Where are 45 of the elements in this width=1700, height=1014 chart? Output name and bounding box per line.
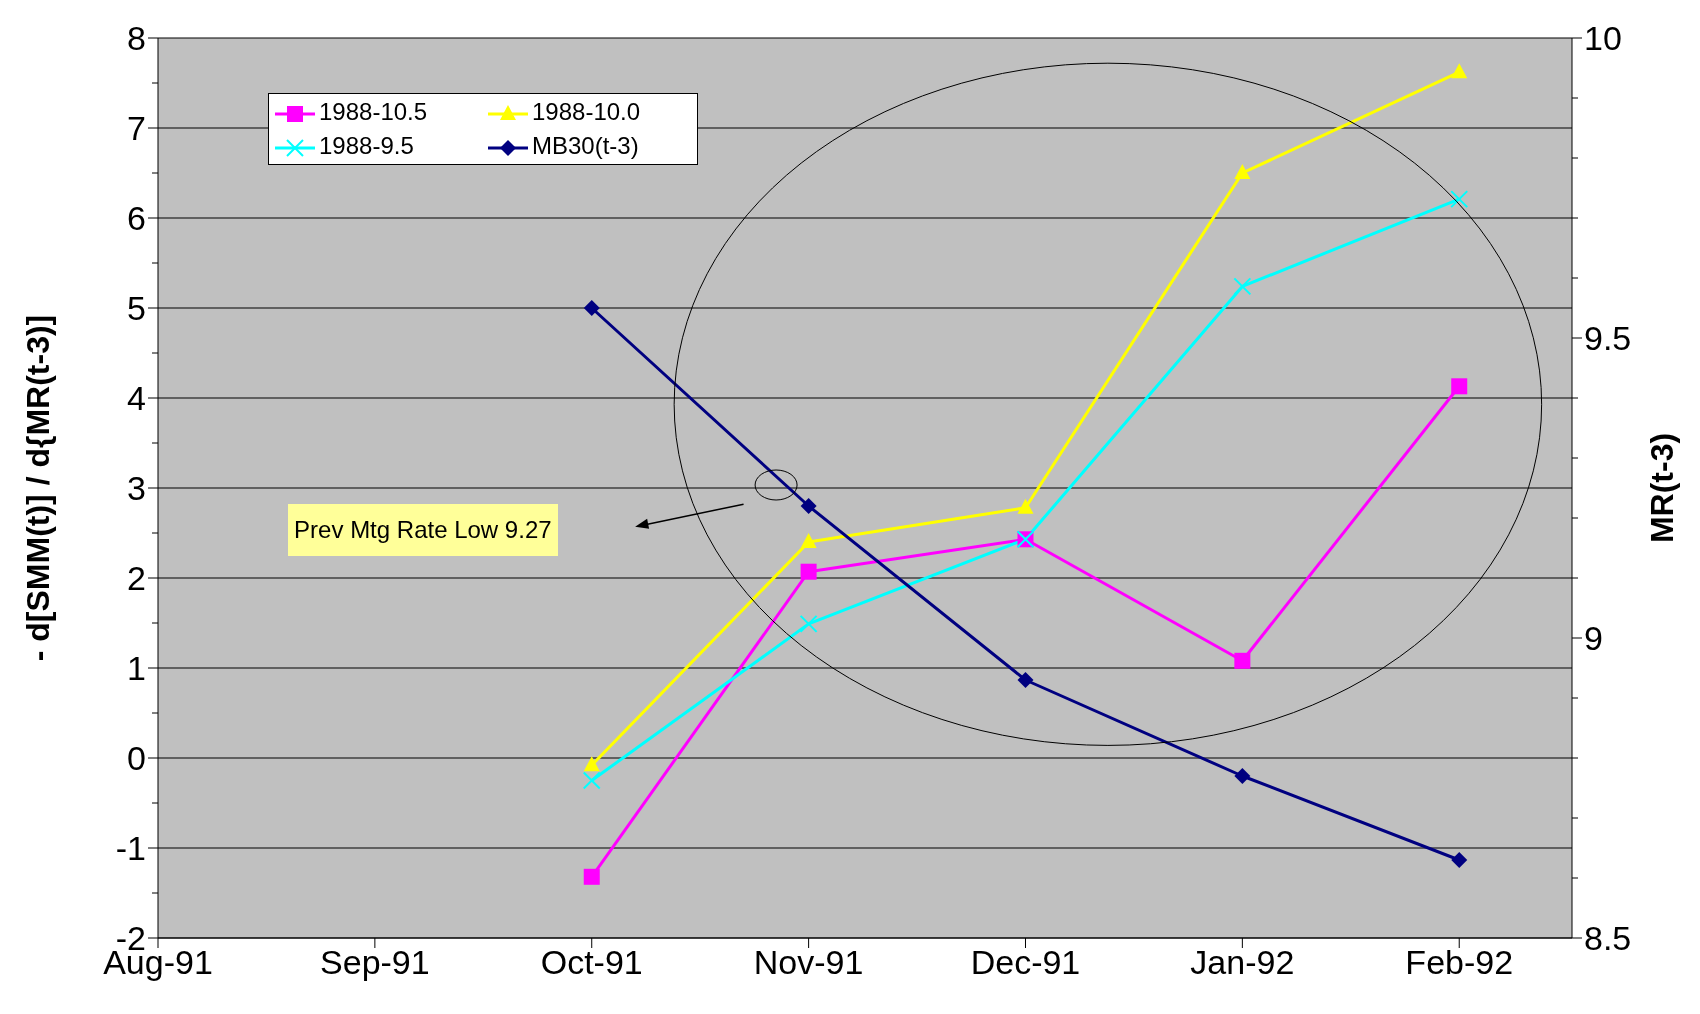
y-axis-title: - d[SMM(t)] / d{MR(t-3)] bbox=[20, 314, 57, 662]
y-tick-label: 1 bbox=[127, 649, 146, 688]
x-tick-label: Nov-91 bbox=[753, 943, 864, 982]
y2-axis-title: MR(t-3) bbox=[1644, 432, 1681, 544]
legend-label: 1988-10.5 bbox=[319, 98, 428, 125]
y2-tick-label: 9 bbox=[1584, 619, 1603, 658]
x-tick-label: Jan-92 bbox=[1190, 943, 1295, 982]
y-tick-label: 0 bbox=[127, 739, 146, 778]
y-tick-label: 7 bbox=[127, 109, 146, 148]
point bbox=[1017, 672, 1034, 688]
point bbox=[1450, 190, 1469, 209]
y-tick-label: 4 bbox=[127, 379, 146, 418]
legend-label: 1988-9.5 bbox=[319, 132, 414, 159]
point bbox=[800, 533, 817, 548]
y-tick-label: 2 bbox=[127, 559, 146, 598]
y-tick-label: 8 bbox=[127, 19, 146, 58]
x-tick-label: Oct-91 bbox=[540, 943, 643, 982]
point bbox=[583, 300, 600, 316]
y2-tick-label: 9.5 bbox=[1584, 319, 1632, 358]
point bbox=[1234, 652, 1251, 669]
y-tick-label: -1 bbox=[115, 829, 146, 868]
point bbox=[1451, 378, 1468, 395]
annotation: Prev Mtg Rate Low 9.27 bbox=[288, 504, 558, 557]
point bbox=[799, 614, 818, 633]
y-tick-label: 5 bbox=[127, 289, 146, 328]
point bbox=[1234, 768, 1251, 784]
point bbox=[800, 498, 817, 514]
point bbox=[1233, 277, 1252, 296]
point bbox=[583, 756, 600, 772]
y-tick-label: 3 bbox=[127, 469, 146, 508]
point bbox=[583, 868, 600, 885]
point bbox=[1451, 63, 1468, 79]
point bbox=[800, 563, 817, 580]
y2-tick-label: 10 bbox=[1584, 19, 1622, 58]
y2-tick-label: 8.5 bbox=[1584, 919, 1632, 958]
legend-label: MB30(t-3) bbox=[532, 132, 639, 159]
point bbox=[582, 771, 601, 790]
x-tick-label: Sep-91 bbox=[320, 943, 430, 982]
x-tick-label: Dec-91 bbox=[970, 943, 1081, 982]
legend-label: 1988-10.0 bbox=[532, 98, 641, 125]
y-tick-label: 6 bbox=[127, 199, 146, 238]
point bbox=[1234, 164, 1251, 179]
point bbox=[1451, 852, 1468, 868]
x-tick-label: Feb-92 bbox=[1405, 943, 1514, 982]
point bbox=[1017, 498, 1034, 514]
